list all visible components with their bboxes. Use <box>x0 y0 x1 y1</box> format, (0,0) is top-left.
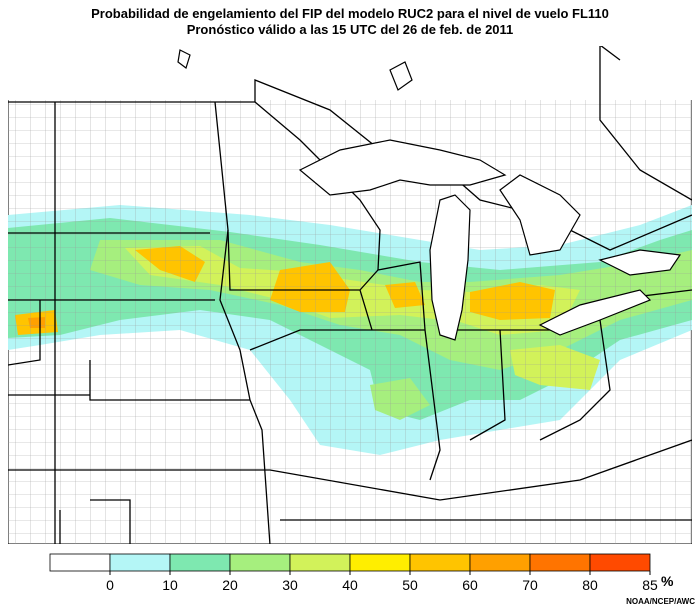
legend-tick-label: 10 <box>162 577 178 593</box>
legend-tick-label: 70 <box>522 577 538 593</box>
legend-swatch <box>49 553 111 572</box>
legend-swatch <box>589 553 651 572</box>
legend: 0 10 20 30 40 50 60 70 80 85% <box>49 553 674 593</box>
legend-swatch <box>169 553 231 572</box>
legend-tick-label: 0 <box>106 577 114 593</box>
map <box>8 46 692 544</box>
legend-unit: % <box>661 573 674 589</box>
legend-swatch <box>409 553 471 572</box>
title: Probabilidad de engelamiento del FIP del… <box>91 6 609 21</box>
legend-tick-label: 40 <box>342 577 358 593</box>
legend-swatch <box>229 553 291 572</box>
legend-tick-label: 80 <box>582 577 598 593</box>
legend-swatch <box>289 553 351 572</box>
subtitle: Pronóstico válido a las 15 UTC del 26 de… <box>187 22 514 37</box>
legend-tick-label: 85 <box>642 577 658 593</box>
legend-swatch <box>109 553 171 572</box>
legend-tick-label: 20 <box>222 577 238 593</box>
lakes <box>177 49 682 341</box>
legend-tick-label: 50 <box>402 577 418 593</box>
legend-swatch <box>529 553 591 572</box>
legend-tick-label: 30 <box>282 577 298 593</box>
legend-tick-label: 60 <box>462 577 478 593</box>
legend-swatch <box>469 553 531 572</box>
credit: NOAA/NCEP/AWC <box>626 597 695 606</box>
legend-swatch <box>349 553 411 572</box>
